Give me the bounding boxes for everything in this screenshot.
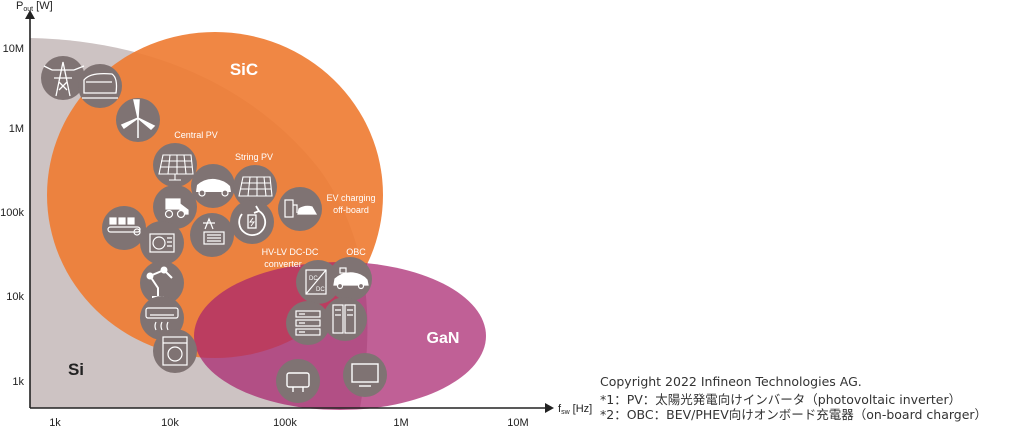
onboard-charger-icon (328, 257, 372, 301)
industrial-vehicle-icon (153, 185, 197, 229)
footnote-pv: *1：PV：太陽光発電向けインバータ（photovoltaic inverter… (600, 392, 962, 407)
train-icon (78, 64, 122, 108)
x-tick-100k: 100k (273, 417, 297, 429)
server-rack-icon (286, 301, 330, 345)
x-axis-label: fsw [Hz] (558, 403, 592, 416)
monitor-icon (343, 353, 387, 397)
x-tick-1k: 1k (49, 417, 61, 429)
battery-cycle-icon (230, 200, 274, 244)
y-tick-100k: 100k (0, 207, 24, 219)
hvlv-label-1: HV-LV DC-DC (262, 247, 319, 257)
copyright-note: Copyright 2022 Infineon Technologies AG. (600, 374, 862, 389)
y-axis-arrow (25, 10, 35, 19)
conveyor-icon (102, 206, 146, 250)
ev-charging-label-2: off-board (333, 205, 369, 215)
ev-charger-icon (278, 187, 322, 231)
solar-panel-icon (233, 165, 277, 209)
electric-car-icon (191, 164, 235, 208)
string-pv-label: String PV (235, 152, 273, 162)
svg-text:DC: DC (309, 276, 318, 282)
grid-transformer-icon (190, 213, 234, 257)
solar-panel-icon (153, 143, 197, 187)
hvlv-label-2: converter (264, 259, 302, 269)
sic-label: SiC (230, 60, 258, 79)
y-tick-1M: 1M (9, 123, 24, 135)
obc-label: OBC (346, 247, 366, 257)
power-tower-icon (41, 56, 85, 100)
y-axis-label: Pout [W] (16, 0, 53, 13)
dc-dc-converter-icon: DC DC (296, 260, 340, 304)
central-pv-label: Central PV (174, 130, 218, 140)
x-axis-arrow (545, 403, 554, 413)
footnote-obc: *2：OBC：BEV/PHEV向けオンボード充電器（on-board charg… (600, 407, 988, 422)
wind-turbine-icon (116, 98, 160, 142)
heat-pump-icon (140, 221, 184, 265)
x-tick-1M: 1M (393, 417, 408, 429)
ev-charging-label-1: EV charging (326, 193, 375, 203)
gan-label: GaN (427, 330, 460, 347)
y-tick-10k: 10k (6, 291, 24, 303)
y-tick-1k: 1k (12, 376, 24, 388)
svg-text:DC: DC (316, 287, 325, 293)
si-label: Si (68, 360, 84, 379)
x-tick-10k: 10k (161, 417, 179, 429)
x-tick-10M: 10M (507, 417, 528, 429)
server-tower-icon (323, 297, 367, 341)
wall-charger-icon (276, 359, 320, 403)
washing-machine-icon (153, 329, 197, 373)
air-conditioner-icon (140, 296, 184, 340)
y-tick-10M: 10M (3, 43, 24, 55)
